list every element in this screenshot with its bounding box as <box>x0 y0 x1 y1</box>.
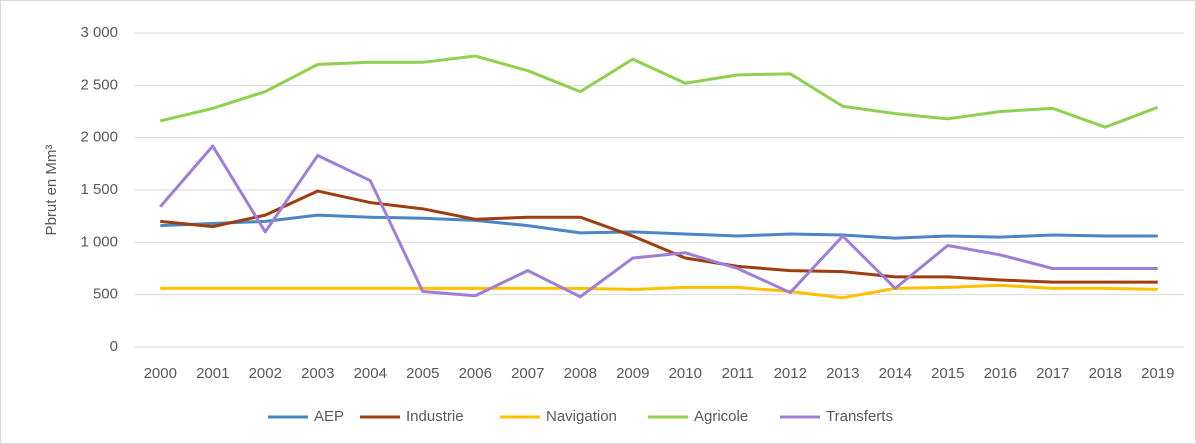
legend-label: Transferts <box>826 408 893 425</box>
y-tick-label: 1 000 <box>80 233 118 250</box>
x-tick-label: 2007 <box>511 365 544 382</box>
y-tick-label: 2 000 <box>80 129 118 146</box>
y-tick-label: 1 500 <box>80 181 118 198</box>
x-tick-label: 2015 <box>931 365 964 382</box>
x-tick-label: 2008 <box>564 365 597 382</box>
legend-label: Industrie <box>406 408 464 425</box>
series-line <box>159 144 1158 299</box>
y-tick-label: 2 500 <box>80 76 118 93</box>
x-tick-label: 2004 <box>354 365 387 382</box>
x-tick-label: 2012 <box>774 365 807 382</box>
legend-label: AEP <box>314 408 344 425</box>
series-line <box>159 54 1159 129</box>
y-tick-label: 0 <box>110 338 118 355</box>
x-tick-label: 2014 <box>879 365 912 382</box>
series-line <box>160 213 1158 240</box>
x-tick-label: 2016 <box>984 365 1017 382</box>
series-line <box>160 189 1158 284</box>
x-tick-label: 2011 <box>722 365 754 382</box>
x-tick-label: 2019 <box>1141 365 1174 382</box>
y-tick-label: 3 000 <box>80 24 118 41</box>
x-tick-label: 2010 <box>669 365 702 382</box>
x-tick-label: 2003 <box>301 365 334 382</box>
y-tick-label: 500 <box>93 286 118 303</box>
x-tick-label: 2001 <box>196 365 229 382</box>
x-tick-label: 2018 <box>1089 365 1122 382</box>
x-tick-label: 2006 <box>459 365 492 382</box>
x-tick-label: 2000 <box>144 365 177 382</box>
legend-label: Agricole <box>694 408 748 425</box>
x-tick-label: 2005 <box>406 365 439 382</box>
y-axis-label: Pbrut en Mm³ <box>43 145 60 236</box>
series-line <box>160 283 1158 300</box>
x-tick-label: 2017 <box>1036 365 1069 382</box>
x-tick-label: 2013 <box>826 365 859 382</box>
x-tick-label: 2009 <box>616 365 649 382</box>
legend-label: Navigation <box>546 408 617 425</box>
x-tick-label: 2002 <box>249 365 282 382</box>
